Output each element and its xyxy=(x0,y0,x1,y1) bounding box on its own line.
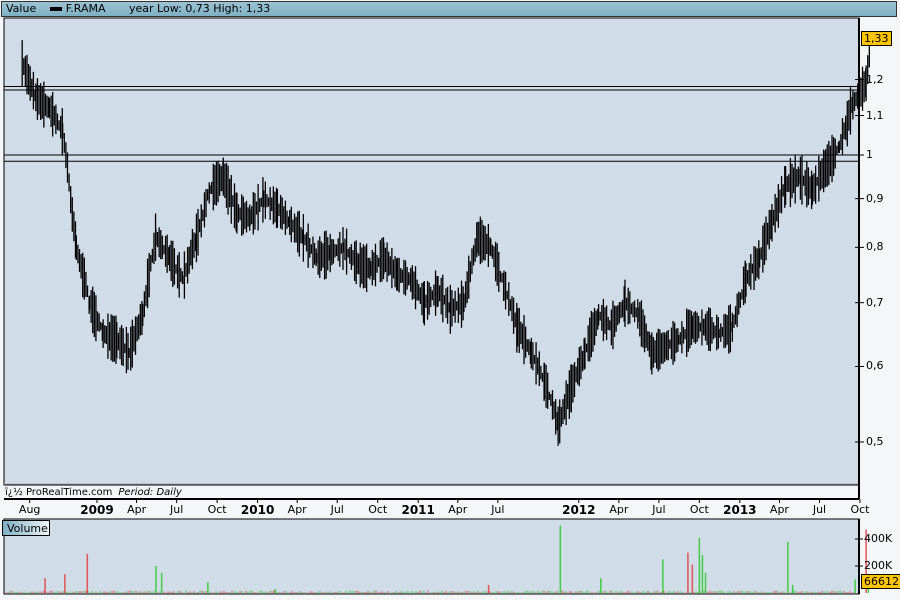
x-tick-label: Apr xyxy=(448,503,468,516)
y-tick-label: 1,2 xyxy=(866,72,884,86)
series-legend: F.RAMA xyxy=(49,2,116,15)
x-tick-label: 2013 xyxy=(723,503,757,517)
x-tick-label: Apr xyxy=(127,503,147,516)
last-price-tag: 1,33 xyxy=(861,31,892,46)
symbol-name: F.RAMA xyxy=(65,2,106,15)
header-label: Value xyxy=(6,2,37,15)
volume-tick-label: 200K xyxy=(864,559,893,572)
last-volume-tag: 66612 xyxy=(861,574,900,589)
chart-header: Value F.RAMA year Low: 0,73 High: 1,33 xyxy=(1,1,897,17)
y-tick-label: 0,6 xyxy=(866,359,884,373)
x-tick-label: Apr xyxy=(769,503,789,516)
y-tick-label: 0,8 xyxy=(866,240,884,254)
x-tick-label: Aug xyxy=(18,503,41,516)
volume-tick-label: 400K xyxy=(864,532,893,545)
volume-plot-area xyxy=(3,518,860,595)
credit: ï¿½ ProRealTime.com Period: Daily xyxy=(5,487,182,498)
x-tick-label: 2009 xyxy=(80,503,114,517)
y-tick-label: 1 xyxy=(866,148,873,161)
x-tick-label: Oct xyxy=(850,503,870,516)
x-tick-label: Apr xyxy=(287,503,307,516)
x-tick-label: 2011 xyxy=(401,503,435,517)
y-tick-label: 1,1 xyxy=(866,108,884,122)
x-tick-label: Jul xyxy=(169,503,184,516)
x-tick-label: Oct xyxy=(207,503,227,516)
legend-swatch-icon xyxy=(49,7,62,11)
price-plot-area xyxy=(3,17,860,486)
y-tick-label: 0,7 xyxy=(866,295,884,309)
y-tick-label: 0,5 xyxy=(866,434,884,448)
x-tick-label: Jul xyxy=(652,503,666,516)
x-tick-label: 2010 xyxy=(240,503,275,517)
x-tick-label: Jul xyxy=(812,503,827,516)
x-tick-label: 2012 xyxy=(562,503,596,517)
volume-panel-label: Volume xyxy=(2,520,50,536)
period-label: Period: Daily xyxy=(118,487,182,498)
year-range: year Low: 0,73 High: 1,33 xyxy=(129,2,271,15)
site-credit: ï¿½ ProRealTime.com xyxy=(5,487,113,498)
x-tick-label: Apr xyxy=(609,503,629,516)
y-tick-label: 0,9 xyxy=(866,191,884,205)
x-tick-label: Jul xyxy=(491,503,505,516)
x-tick-label: Jul xyxy=(330,503,344,516)
x-tick-label: Oct xyxy=(368,503,388,516)
x-tick-label: Oct xyxy=(689,503,709,516)
